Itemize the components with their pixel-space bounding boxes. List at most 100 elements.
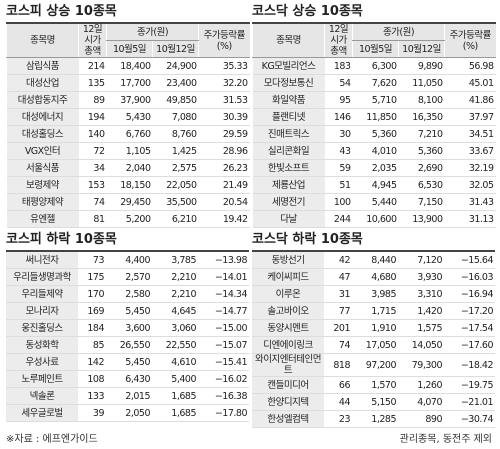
cell: 5,440 bbox=[352, 193, 399, 211]
header-row: 10월5일 10월12일 bbox=[7, 40, 250, 58]
row: 세명전기 100 5,440 7,150 31.43 bbox=[252, 193, 496, 211]
row: 대성에너지 194 5,430 7,080 30.39 bbox=[6, 108, 250, 126]
row: 보령제약 153 18,150 22,050 21.49 bbox=[6, 176, 250, 194]
cell: 21.49 bbox=[198, 176, 250, 194]
cell: −30.74 bbox=[444, 410, 495, 428]
stock-name: 서울식품 bbox=[6, 159, 79, 177]
row: 우성사료 142 5,450 4,610 −15.41 bbox=[6, 353, 249, 371]
cell: 183 bbox=[324, 57, 353, 75]
cell: 5,710 bbox=[352, 91, 399, 109]
stock-name: KG모빌리언스 bbox=[252, 57, 325, 75]
cell: 1,285 bbox=[352, 410, 398, 428]
cell: 1,105 bbox=[106, 142, 153, 160]
cell: 37.97 bbox=[444, 108, 496, 126]
stock-table: 써니전자 73 4,400 3,785 −13.98 우리들생명과학 175 2,570 2,2… bbox=[6, 250, 249, 422]
row: 대성합동지주 89 37,900 49,850 31.53 bbox=[6, 91, 250, 109]
cell: 37,900 bbox=[106, 91, 153, 109]
stock-name: 대성홀딩스 bbox=[6, 125, 79, 143]
cell: −15.00 bbox=[198, 319, 249, 337]
stock-name: 세우글로벌 bbox=[6, 404, 78, 422]
cell: 49,850 bbox=[152, 91, 199, 109]
cell: 5,400 bbox=[152, 370, 198, 388]
cell: 184 bbox=[78, 319, 106, 337]
cell: 8,440 bbox=[352, 251, 398, 269]
cell: 890 bbox=[398, 410, 444, 428]
stock-name: 다날 bbox=[252, 210, 325, 228]
stock-name: 우리들생명과학 bbox=[6, 268, 78, 286]
row: 제룡산업 51 4,945 6,530 32.05 bbox=[252, 176, 496, 194]
cell: 31 bbox=[324, 285, 352, 303]
cell: 169 bbox=[78, 302, 106, 320]
cell: 6,760 bbox=[106, 125, 153, 143]
cell: 31.13 bbox=[444, 210, 496, 228]
cell: 43 bbox=[324, 142, 353, 160]
cell: 39 bbox=[78, 404, 106, 422]
cell: 28.96 bbox=[198, 142, 250, 160]
header-cell: 10월5일 bbox=[352, 40, 399, 58]
stock-name: 한성엘컴텍 bbox=[252, 410, 324, 428]
cell: 3,985 bbox=[352, 285, 398, 303]
row: 써니전자 73 4,400 3,785 −13.98 bbox=[6, 251, 249, 269]
row: 대성홀딩스 140 6,760 8,760 29.59 bbox=[6, 125, 250, 143]
cell: 2,575 bbox=[152, 159, 199, 177]
cell: 3,930 bbox=[398, 268, 444, 286]
table-title: 코스피 상승 10종목 bbox=[6, 4, 117, 19]
cell: 85 bbox=[78, 336, 106, 354]
cell: 3,785 bbox=[152, 251, 198, 269]
cell: 201 bbox=[324, 319, 352, 337]
cell: 26.23 bbox=[198, 159, 250, 177]
cell: 29,450 bbox=[106, 193, 153, 211]
row: 동성화학 85 26,550 22,550 −15.07 bbox=[6, 336, 249, 354]
stock-name: 대성산업 bbox=[6, 74, 79, 92]
cell: −16.02 bbox=[198, 370, 249, 388]
cell: 140 bbox=[78, 125, 107, 143]
row: 노루페인트 108 6,430 5,400 −16.02 bbox=[6, 370, 249, 388]
stock-name: 동방선기 bbox=[252, 251, 324, 269]
cell: 73 bbox=[78, 251, 106, 269]
cell: 244 bbox=[324, 210, 353, 228]
cell: 14,050 bbox=[398, 336, 444, 354]
cell: 6,530 bbox=[398, 176, 445, 194]
row: 유엔젤 81 5,200 6,210 19.42 bbox=[6, 210, 250, 228]
stock-name: 보령제약 bbox=[6, 176, 79, 194]
cell: 18,400 bbox=[106, 57, 153, 75]
header-cell: 종가(원) bbox=[105, 23, 199, 41]
header-cell: 10월12일 bbox=[397, 40, 445, 58]
stock-name: 제룡산업 bbox=[252, 176, 325, 194]
stock-name: 동성화학 bbox=[6, 336, 78, 354]
stock-name: 넥솔론 bbox=[6, 387, 78, 405]
cell: −16.03 bbox=[444, 268, 495, 286]
cell: 41.86 bbox=[444, 91, 496, 109]
row: 캔들미디어 66 1,570 1,260 −19.75 bbox=[252, 376, 495, 394]
cell: −19.75 bbox=[444, 376, 495, 394]
stock-name: 우리들제약 bbox=[6, 285, 78, 303]
cell: 24,900 bbox=[152, 57, 199, 75]
cell: 34 bbox=[78, 159, 107, 177]
header-cell: 10월5일 bbox=[106, 40, 153, 58]
cell: 146 bbox=[324, 108, 353, 126]
cell: 31.43 bbox=[444, 193, 496, 211]
row: 솔고바이오 77 1,715 1,420 −17.20 bbox=[252, 302, 495, 320]
row: 와이지엔터테인먼트 818 97,200 79,300 −18.42 bbox=[252, 353, 495, 377]
header-row: 종목명 12일 시가 총액 종가(원) 주가등락률 (%) bbox=[252, 23, 496, 58]
cell: 22,050 bbox=[152, 176, 199, 194]
cell: 2,015 bbox=[106, 387, 152, 405]
cell: 2,040 bbox=[106, 159, 153, 177]
header-cell: 종목명 bbox=[6, 23, 79, 58]
cell: −17.60 bbox=[444, 336, 495, 354]
row: 우리들생명과학 175 2,570 2,210 −14.01 bbox=[6, 268, 249, 286]
stock-name: 유엔젤 bbox=[6, 210, 79, 228]
cell: 5,360 bbox=[352, 125, 399, 143]
cell: 7,210 bbox=[398, 125, 445, 143]
cell: 1,575 bbox=[398, 319, 444, 337]
row: 화일약품 95 5,710 8,100 41.86 bbox=[252, 91, 496, 109]
stock-name: VGX인터 bbox=[6, 142, 79, 160]
cell: 34.51 bbox=[444, 125, 496, 143]
cell: 89 bbox=[78, 91, 107, 109]
cell: 97,200 bbox=[352, 353, 398, 377]
cell: 194 bbox=[78, 108, 107, 126]
cell: −17.54 bbox=[444, 319, 495, 337]
stock-table: 종목명 12일 시가 총액 종가(원) 주가등락률 (%) 10월5일 10월12일 삼립식… bbox=[6, 22, 250, 228]
stock-table: 동방선기 42 8,440 7,120 −15.64 케이씨피드 47 4,680 3,930−… bbox=[252, 250, 495, 428]
